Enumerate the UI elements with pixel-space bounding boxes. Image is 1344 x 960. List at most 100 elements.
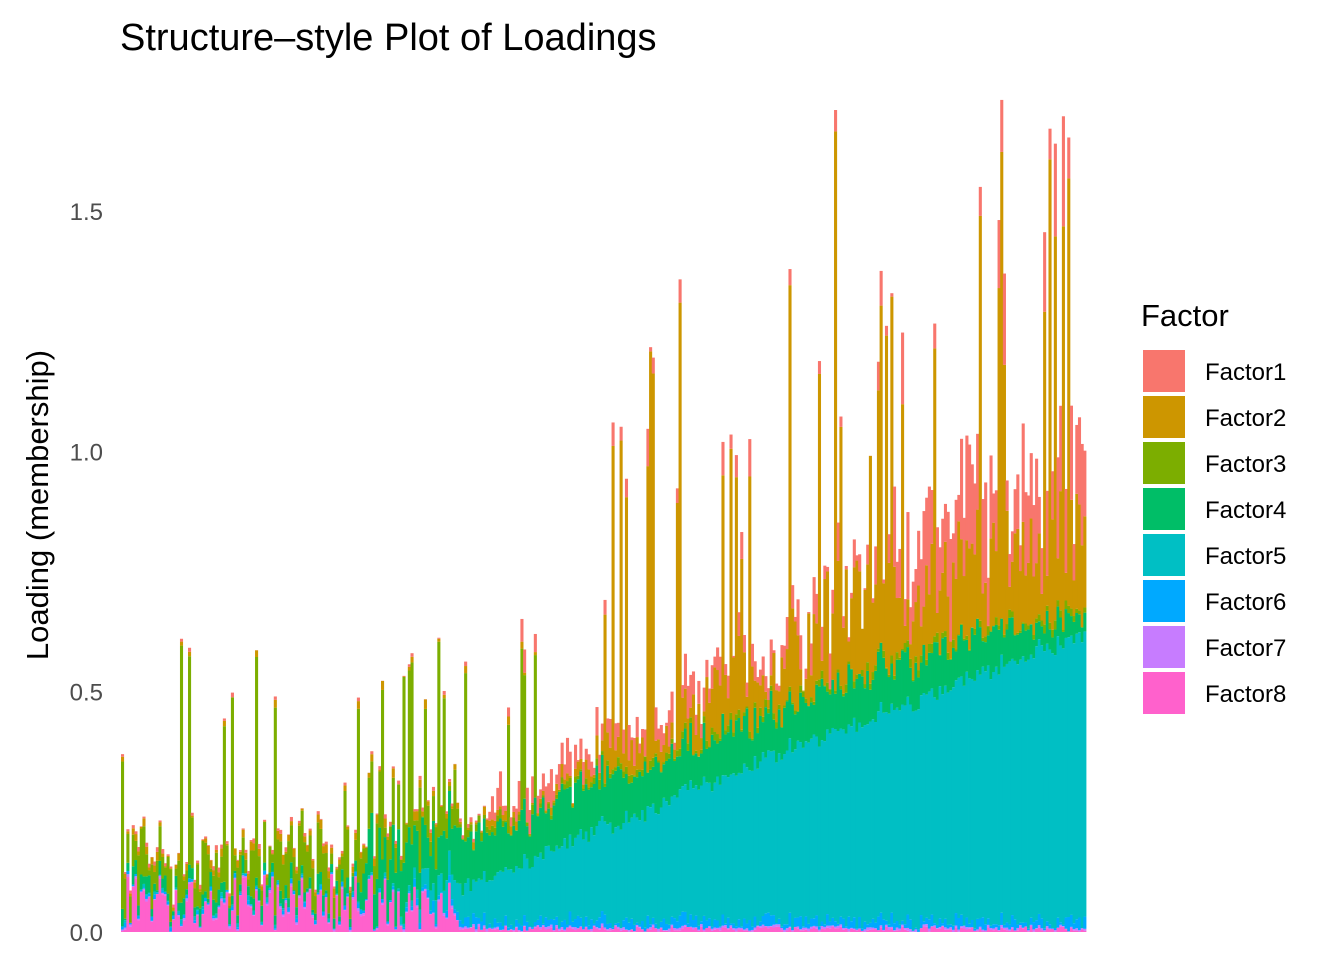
bar-segment-factor2 [1037, 533, 1041, 615]
bar-segment-factor2 [890, 296, 894, 656]
bar-segment-factor4 [466, 837, 470, 879]
bar-segment-factor8 [700, 926, 704, 932]
bar-segment-factor2 [817, 373, 822, 680]
bar-segment-factor4 [126, 862, 130, 871]
bar-segment-factor8 [785, 930, 789, 932]
bar-segment-factor2 [654, 740, 658, 754]
bar-segment-factor2 [129, 893, 133, 897]
bar-segment-factor5 [745, 767, 749, 924]
bar-segment-factor2 [587, 769, 591, 788]
bar-segment-factor6 [576, 915, 580, 929]
bar-segment-factor7 [737, 927, 741, 930]
bar-segment-factor5 [544, 846, 548, 918]
bar-segment-factor1 [515, 808, 519, 822]
bar-segment-factor5 [367, 875, 371, 879]
bar-segment-factor7 [445, 917, 449, 919]
bar-segment-factor4 [536, 816, 540, 858]
bar-segment-factor7 [458, 926, 462, 930]
bar-segment-factor3 [598, 779, 602, 790]
bar-segment-factor2 [954, 578, 958, 650]
bar-segment-factor8 [691, 929, 696, 932]
bar-segment-factor8 [351, 899, 355, 932]
bar-segment-factor4 [134, 860, 138, 874]
bar-segment-factor7 [426, 897, 430, 899]
bar-segment-factor8 [155, 894, 159, 932]
bar-segment-factor7 [228, 926, 232, 929]
bar-segment-factor8 [209, 891, 213, 932]
bar-segment-factor1 [951, 533, 956, 563]
bar-segment-factor8 [1064, 929, 1068, 932]
bar-segment-factor6 [718, 926, 722, 928]
bar-segment-factor1 [646, 428, 650, 467]
bar-segment-factor6 [796, 917, 800, 927]
bar-segment-factor6 [1018, 922, 1023, 926]
bar-segment-factor3 [488, 829, 492, 836]
bar-segment-factor5 [228, 923, 232, 926]
bar-segment-factor6 [255, 887, 259, 890]
bar-segment-factor3 [418, 787, 422, 873]
bar-segment-factor6 [946, 924, 950, 929]
bar-segment-factor2 [501, 815, 505, 821]
bar-segment-factor3 [1032, 634, 1036, 640]
bar-segment-factor8 [906, 930, 910, 932]
bar-segment-factor5 [335, 893, 339, 895]
bar-segment-factor6 [662, 918, 666, 931]
y-axis-ticks: 0.00.51.01.5 [70, 199, 103, 947]
bar-segment-factor8 [362, 915, 366, 932]
bar-segment-factor7 [965, 927, 969, 930]
bar-segment-factor4 [316, 873, 320, 893]
bar-segment-factor1 [544, 786, 548, 811]
bar-segment-factor7 [839, 924, 843, 927]
bar-segment-factor3 [437, 641, 441, 838]
bar-segment-factor1 [933, 323, 937, 349]
bar-segment-factor5 [260, 921, 264, 925]
bar-segment-factor2 [922, 606, 926, 645]
bar-segment-factor6 [825, 914, 830, 926]
bar-segment-factor2 [927, 594, 931, 644]
bar-segment-factor8 [201, 914, 205, 932]
bar-segment-factor5 [989, 679, 993, 926]
bar-segment-factor6 [482, 912, 486, 926]
bar-segment-factor3 [619, 763, 623, 770]
bar-segment-factor7 [423, 888, 427, 891]
bar-segment-factor6 [418, 922, 422, 930]
bar-segment-factor5 [1008, 661, 1012, 925]
bar-segment-factor6 [528, 926, 532, 928]
bar-segment-factor7 [619, 928, 623, 931]
bar-segment-factor8 [608, 930, 612, 932]
bar-segment-factor2 [903, 625, 907, 643]
bar-segment-factor3 [279, 841, 283, 891]
bar-segment-factor3 [946, 652, 950, 660]
bar-segment-factor4 [713, 740, 717, 783]
bar-segment-factor7 [893, 930, 897, 931]
bar-segment-factor4 [750, 740, 755, 771]
bar-segment-factor6 [930, 914, 934, 927]
bar-segment-factor6 [726, 917, 730, 929]
bar-segment-factor7 [450, 905, 454, 909]
bar-segment-factor4 [828, 694, 832, 734]
bar-segment-factor4 [391, 824, 395, 884]
bar-segment-factor8 [1069, 928, 1073, 932]
bar-segment-factor5 [844, 733, 848, 927]
bar-segment-factor6 [466, 916, 470, 928]
bar-segment-factor4 [665, 760, 669, 802]
bar-segment-factor2 [174, 864, 178, 869]
bar-segment-factor5 [201, 906, 205, 910]
bar-segment-factor7 [1008, 929, 1012, 931]
bar-segment-factor4 [439, 835, 444, 874]
bar-segment-factor6 [421, 887, 425, 891]
bar-segment-factor1 [378, 766, 382, 770]
bar-segment-factor2 [450, 806, 454, 809]
bar-segment-factor5 [1035, 646, 1039, 921]
bar-segment-factor4 [453, 825, 457, 881]
bar-segment-factor7 [662, 930, 666, 931]
bar-segment-factor4 [742, 716, 746, 764]
bar-segment-factor8 [1018, 927, 1023, 932]
bar-segment-factor6 [887, 924, 891, 928]
bar-segment-factor8 [1002, 929, 1006, 932]
bar-segment-factor5 [914, 710, 918, 928]
bar-segment-factor1 [330, 844, 334, 848]
bar-segment-factor1 [997, 220, 1001, 289]
bar-segment-factor8 [190, 882, 194, 932]
bar-segment-factor6 [1029, 917, 1033, 925]
